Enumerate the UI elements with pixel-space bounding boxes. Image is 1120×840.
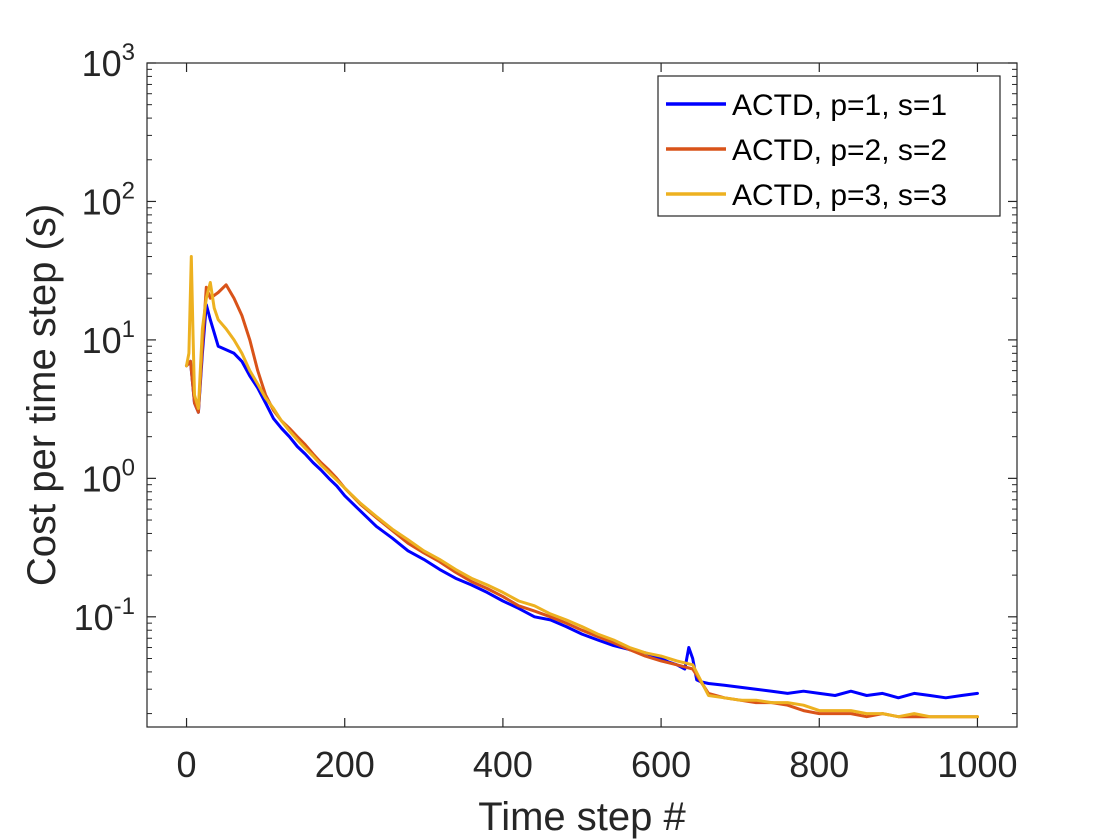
series-line-1 [185,303,979,700]
x-tick-label: 0 [177,744,197,785]
x-axis-label: Time step # [478,795,686,839]
x-tick-label: 800 [789,744,849,785]
x-tick-label: 1000 [937,744,1017,785]
y-tick-label: 100 [82,454,135,499]
x-tick-label: 200 [315,744,375,785]
y-tick-label: 103 [82,39,135,84]
x-tick-label: 600 [631,744,691,785]
legend-label-series-1: ACTD, p=1, s=1 [732,89,947,122]
y-tick-label: 102 [82,177,135,222]
y-tick-label: 10-1 [74,593,135,638]
legend-label-series-2: ACTD, p=2, s=2 [732,134,947,167]
x-tick-label: 400 [473,744,533,785]
legend: ACTD, p=1, s=1 ACTD, p=2, s=2 ACTD, p=3,… [657,75,1001,217]
y-axis-label: Cost per time step (s) [20,204,64,586]
series-line-3 [185,255,979,719]
y-tick-label: 101 [82,316,135,361]
ticks-layer: 0 200 400 600 800 1000 103 102 101 100 10-1 [74,39,1018,785]
series-layer [185,255,979,719]
legend-label-series-3: ACTD, p=3, s=3 [732,179,947,212]
series-line-2 [185,283,979,719]
